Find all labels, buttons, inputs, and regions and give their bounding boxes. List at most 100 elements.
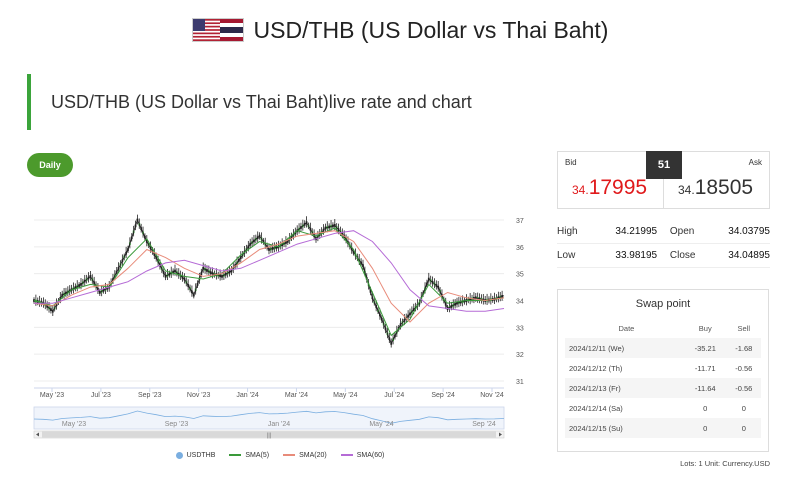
x-tick-label: May '23 [40, 392, 64, 399]
us-thai-flag-icon [191, 18, 244, 42]
navigator-tick-label: Jan '24 [268, 421, 290, 428]
stat-low: Low 33.98195 [557, 250, 657, 261]
bid-panel[interactable]: Bid 34.17995 [558, 152, 663, 208]
navigator-tick-label: May '23 [62, 421, 86, 428]
legend-item[interactable]: SMA(5) [229, 452, 269, 459]
scrollbar-grip-icon: ||| [267, 433, 272, 439]
swap-row: 2024/12/14 (Sa) 0 0 [565, 398, 761, 418]
legend-swatch [340, 454, 353, 456]
swap-buy: 0 [703, 423, 708, 433]
legend-item[interactable]: SMA(20) [283, 452, 327, 459]
quote-box: Bid 34.17995 Ask 34.18505 51 [557, 151, 770, 209]
stat-close-value: 34.04895 [728, 250, 770, 261]
stat-high: High 34.21995 [557, 226, 657, 237]
daily-timeframe-button[interactable]: Daily [27, 153, 73, 177]
scroll-left-arrow-icon[interactable] [36, 432, 39, 437]
stats-row-high-open: High 34.21995 Open 34.03795 [557, 220, 770, 244]
legend-label: SMA(20) [299, 451, 327, 459]
stat-high-value: 34.21995 [615, 226, 658, 237]
chart-legend: USDTHB SMA(5) SMA(20) SMA(60) [30, 448, 530, 462]
ask-price: 34.18505 [678, 176, 753, 200]
navigator-tick-label: Sep '24 [472, 421, 496, 428]
swap-buy: -11.64 [694, 383, 716, 393]
swap-date: 2024/12/11 (We) [569, 343, 625, 353]
ask-price-digits: 18505 [694, 176, 754, 199]
page-header: USD/THB (US Dollar vs Thai Baht) [0, 10, 800, 50]
stat-low-label: Low [557, 250, 576, 261]
legend-swatch [229, 454, 242, 456]
stat-open: Open 34.03795 [670, 226, 770, 237]
scroll-right-arrow-icon[interactable] [499, 432, 502, 437]
ask-price-prefix: 34. [678, 183, 695, 197]
swap-date: 2024/12/15 (Su) [569, 423, 623, 433]
ask-label: Ask [748, 158, 762, 167]
bid-price-prefix: 34. [572, 183, 589, 197]
series-line-usdthb [33, 218, 505, 345]
ask-panel[interactable]: Ask 34.18505 [663, 152, 769, 208]
scrollbar-thumb[interactable] [42, 431, 496, 438]
swap-header-sell: Sell [737, 323, 751, 333]
lots-unit-note: Lots: 1 Unit: Currency.USD [680, 459, 770, 468]
bid-price: 34.17995 [572, 176, 647, 200]
swap-header-buy: Buy [698, 323, 712, 333]
x-tick-label: May '24 [333, 392, 357, 399]
swap-buy: -11.71 [694, 363, 716, 373]
price-stats: High 34.21995 Open 34.03795 Low 33.98195… [557, 220, 770, 268]
y-tick-label: 32 [516, 352, 524, 359]
legend-label: USDTHB [186, 451, 216, 459]
series-line-sma60 [34, 230, 505, 312]
y-tick-label: 33 [516, 325, 524, 332]
swap-buy: 0 [703, 403, 708, 413]
swap-table: Date Buy Sell 2024/12/11 (We) -35.21 -1.… [565, 318, 761, 438]
x-tick-label: Nov '23 [187, 392, 211, 399]
swap-buy: -35.21 [694, 343, 716, 353]
navigator-window [33, 406, 505, 430]
swap-sell: 0 [741, 423, 746, 433]
y-tick-label: 37 [516, 218, 524, 225]
price-chart[interactable]: 37 36 35 34 33 32 31 May '23 Jul '23 Sep '23 Nov '… [30, 185, 530, 460]
swap-sell: -0.56 [735, 363, 753, 373]
legend-item[interactable]: SMA(60) [340, 451, 385, 459]
stat-low-value: 33.98195 [615, 250, 658, 261]
stat-high-label: High [557, 226, 578, 237]
swap-point-panel: Swap point Date Buy Sell 2024/12/11 (We)… [557, 289, 769, 452]
section-title: USD/THB (US Dollar vs Thai Baht)live rat… [51, 91, 472, 112]
legend-label: SMA(60) [356, 451, 385, 459]
x-tick-label: Sep '24 [431, 392, 455, 399]
bid-label: Bid [565, 158, 577, 167]
stat-close: Close 34.04895 [670, 250, 770, 261]
navigator-tick-label: May '24 [369, 421, 393, 428]
bid-price-digits: 17995 [588, 176, 648, 199]
swap-date: 2024/12/13 (Fr) [569, 383, 621, 393]
swap-header-row: Date Buy Sell [565, 318, 761, 338]
stat-close-label: Close [669, 250, 696, 261]
navigator-series-line [33, 410, 505, 424]
stat-open-value: 34.03795 [728, 226, 770, 237]
swap-row: 2024/12/12 (Th) -11.71 -0.56 [565, 358, 761, 378]
swap-date: 2024/12/12 (Th) [569, 363, 623, 373]
x-tick-label: Nov '24 [480, 392, 504, 399]
swap-row: 2024/12/11 (We) -35.21 -1.68 [565, 338, 761, 358]
legend-swatch [175, 451, 183, 459]
swap-sell: -0.56 [735, 383, 753, 393]
swap-row: 2024/12/13 (Fr) -11.64 -0.56 [565, 378, 761, 398]
swap-sell: -1.68 [735, 343, 753, 353]
navigator-tick-label: Sep '23 [165, 421, 189, 428]
x-tick-label: Jan '24 [236, 392, 258, 399]
y-tick-label: 35 [516, 272, 524, 279]
y-tick-label: 36 [516, 245, 524, 252]
x-tick-label: Mar '24 [285, 392, 308, 399]
swap-title: Swap point [635, 298, 691, 310]
x-tick-label: Sep '23 [138, 392, 162, 399]
swap-date: 2024/12/14 (Sa) [569, 403, 623, 413]
swap-header-date: Date [618, 323, 635, 333]
stat-open-label: Open [669, 226, 695, 237]
series-line-sma20 [33, 230, 505, 323]
legend-item[interactable]: USDTHB [175, 451, 216, 459]
legend-swatch [283, 454, 296, 456]
x-tick-label: Jul '24 [384, 392, 404, 399]
thai-flag-icon [219, 19, 243, 41]
page-title: USD/THB (US Dollar vs Thai Baht) [253, 16, 609, 43]
us-flag-icon [192, 19, 221, 41]
stats-row-low-close: Low 33.98195 Close 34.04895 [557, 244, 770, 268]
